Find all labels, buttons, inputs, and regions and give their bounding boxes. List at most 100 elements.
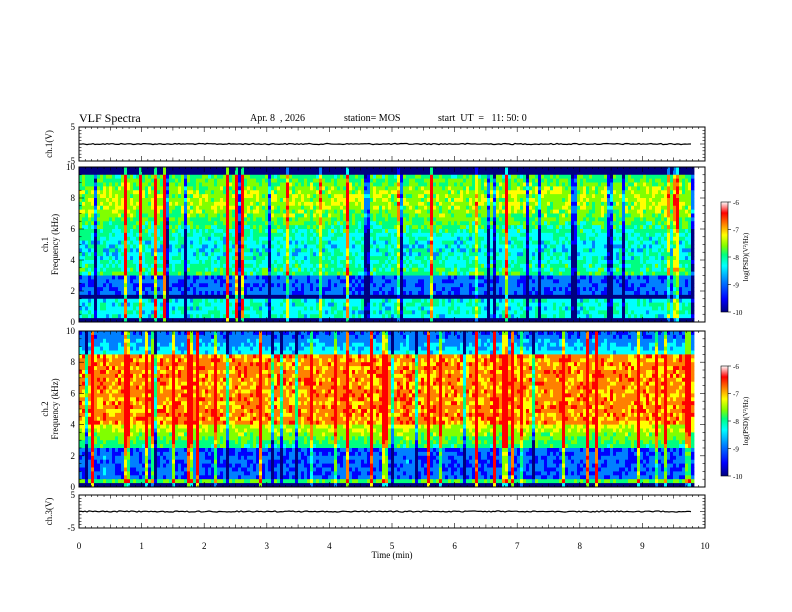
spectrogram-cell <box>403 310 407 315</box>
spectrogram-cell <box>184 209 188 214</box>
spectrogram-cell <box>334 283 338 288</box>
spectrogram-cell <box>310 198 314 203</box>
spectrogram-cell <box>211 225 215 230</box>
spectrogram-cell <box>361 267 365 273</box>
spectrogram-cell <box>412 283 416 288</box>
spectrogram-cell <box>343 244 347 249</box>
spectrogram-cell <box>406 298 410 304</box>
spectrogram-cell <box>340 244 344 249</box>
spectrogram-cell <box>262 271 266 276</box>
spectrogram-cell <box>172 283 176 288</box>
spectrogram-cell <box>220 240 224 245</box>
spectrogram-cell <box>127 318 131 323</box>
spectrogram-cell <box>271 236 275 242</box>
spectrogram-cell <box>382 279 386 284</box>
spectrogram-cell <box>226 194 230 199</box>
spectrogram-cell <box>223 283 227 288</box>
spectrogram-cell <box>157 318 161 323</box>
spectrogram-cell <box>166 271 170 276</box>
spectrogram-cell <box>109 178 113 183</box>
spectrogram-cell <box>232 302 236 307</box>
spectrogram-cell <box>292 232 296 238</box>
spectrogram-cell <box>199 217 203 222</box>
spectrogram-cell <box>397 240 401 245</box>
spectrogram-cell <box>211 248 215 253</box>
spectrogram-cell <box>226 167 230 172</box>
spectrogram-cell <box>355 213 359 218</box>
spectrogram-cell <box>223 217 227 222</box>
spectrogram-cell <box>154 248 158 253</box>
spectrogram-cell <box>349 275 353 280</box>
spectrogram-cell <box>121 260 125 265</box>
spectrogram-cell <box>109 263 113 269</box>
spectrogram-cell <box>229 198 233 203</box>
spectrogram-cell <box>121 221 125 226</box>
spectrogram-cell <box>172 291 176 296</box>
spectrogram-cell <box>196 287 200 292</box>
spectrogram-cell <box>310 232 314 238</box>
spectrogram-cell <box>232 225 236 230</box>
spectrogram-cell <box>88 182 92 187</box>
spectrogram-cell <box>232 298 236 304</box>
spectrogram-cell <box>310 248 314 253</box>
spectrogram-cell <box>430 240 434 245</box>
spectrogram-cell <box>388 167 392 172</box>
spectrogram-cell <box>367 229 371 234</box>
spectrogram-cell <box>304 201 308 207</box>
spectrogram-cell <box>313 256 317 261</box>
spectrogram-cell <box>307 260 311 265</box>
spectrogram-cell <box>229 213 233 218</box>
spectrogram-cell <box>367 190 371 195</box>
spectrogram-cell <box>232 279 236 284</box>
spectrogram-cell <box>292 306 296 311</box>
spectrogram-cell <box>196 244 200 249</box>
spectrogram-cell <box>190 190 194 195</box>
spectrogram-cell <box>196 217 200 222</box>
spectrogram-cell <box>256 221 260 226</box>
spectrogram-cell <box>331 225 335 230</box>
spectrogram-cell <box>208 186 212 191</box>
spectrogram-cell <box>217 236 221 242</box>
spectrogram-cell <box>403 225 407 230</box>
spectrogram-cell <box>391 240 395 245</box>
spectrogram-cell <box>259 248 263 253</box>
spectrogram-cell <box>376 279 380 284</box>
spectrogram-cell <box>193 256 197 261</box>
spectrogram-cell <box>121 314 125 319</box>
spectrogram-cell <box>283 201 287 207</box>
spectrogram-cell <box>415 302 419 307</box>
spectrogram-cell <box>361 287 365 292</box>
spectrogram-cell <box>139 294 143 300</box>
spectrogram-cell <box>163 263 167 269</box>
spectrogram-cell <box>133 182 137 187</box>
spectrogram-cell <box>298 194 302 199</box>
spectrogram-cell <box>163 182 167 187</box>
spectrogram-cell <box>421 275 425 280</box>
spectrogram-cell <box>187 279 191 284</box>
spectrogram-cell <box>394 318 398 323</box>
spectrogram-cell <box>190 221 194 226</box>
spectrogram-cell <box>271 302 275 307</box>
spectrogram-cell <box>418 318 422 323</box>
spectrogram-cell <box>367 174 371 180</box>
spectrogram-cell <box>88 302 92 307</box>
spectrogram-cell <box>178 318 182 323</box>
spectrogram-cell <box>85 240 89 245</box>
spectrogram-cell <box>205 298 209 304</box>
spectrogram-cell <box>184 283 188 288</box>
spectrogram-cell <box>79 217 83 222</box>
spectrogram-cell <box>124 174 128 180</box>
spectrogram-cell <box>337 283 341 288</box>
spectrogram-cell <box>223 201 227 207</box>
spectrogram-cell <box>307 236 311 242</box>
spectrogram-cell <box>253 194 257 199</box>
spectrogram-cell <box>337 267 341 273</box>
spectrogram-cell <box>430 318 434 323</box>
spectrogram-cell <box>253 294 257 300</box>
spectrogram-cell <box>142 186 146 191</box>
spectrogram-cell <box>262 248 266 253</box>
spectrogram-cell <box>433 198 437 203</box>
spectrogram-cell <box>103 252 107 257</box>
spectrogram-cell <box>412 291 416 296</box>
spectrogram-cell <box>277 174 281 180</box>
